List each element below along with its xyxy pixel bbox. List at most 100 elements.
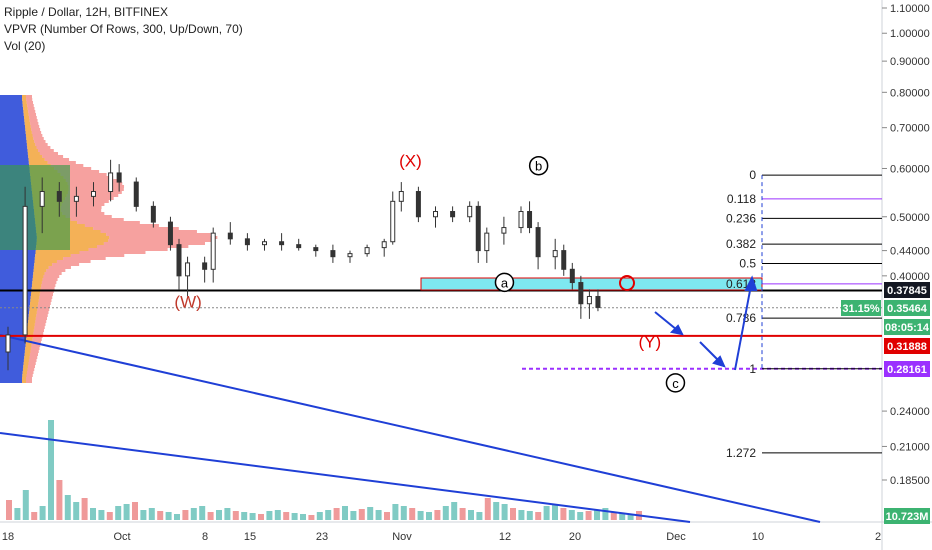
vp-row-up: [24, 122, 31, 125]
price-tag-label: 0.35464: [887, 303, 928, 315]
vp-row-total: [44, 272, 62, 275]
candle-body: [262, 241, 267, 246]
time-tick-label: 18: [2, 531, 14, 543]
vp-row-down: [0, 374, 23, 377]
vp-row-down: [0, 257, 35, 260]
volume-bar: [22, 490, 29, 520]
price-tick-label: 1.00000: [890, 28, 930, 40]
vp-row-total: [31, 128, 41, 131]
vp-row-down: [0, 356, 25, 359]
vp-row-total: [27, 107, 35, 110]
fib-level-label: 1.272: [726, 446, 756, 460]
vp-row-total: [28, 110, 36, 113]
vp-row-down: [0, 314, 29, 317]
vp-row-up: [28, 161, 48, 164]
volume-bar: [90, 508, 96, 520]
vp-row-total: [31, 131, 42, 134]
volume-bar: [342, 506, 348, 520]
volume-bar: [283, 512, 290, 520]
vp-row-total: [40, 287, 55, 290]
candle-body: [381, 241, 387, 249]
resistance-zone[interactable]: [420, 277, 763, 291]
candle-body: [578, 282, 584, 305]
wave-label: (Y): [638, 333, 661, 352]
candle-body: [330, 250, 336, 258]
price-tick-label: 0.21000: [890, 441, 930, 453]
vp-row-total: [32, 338, 42, 341]
vp-row-up: [35, 251, 80, 254]
vp-row-total: [65, 179, 119, 182]
candle-body: [39, 191, 45, 207]
vp-row-total: [31, 344, 41, 347]
volume-bar: [316, 512, 323, 520]
indicator-volume[interactable]: Vol (20): [4, 39, 46, 53]
vp-row-up: [28, 317, 36, 320]
volume-bar: [132, 502, 138, 520]
volume-bar: [375, 510, 382, 520]
vp-row-total: [68, 185, 125, 188]
arrow-head-2: [712, 355, 726, 368]
indicator-vpvr[interactable]: VPVR (Number Of Rows, 300, Up/Down, 70): [4, 22, 243, 36]
vp-row-total: [29, 356, 38, 359]
vp-row-down: [0, 107, 24, 110]
volume-bar: [392, 504, 399, 520]
vp-row-total: [97, 245, 189, 248]
vp-row-total: [40, 290, 54, 293]
volume-bar: [535, 512, 542, 520]
vp-row-total: [62, 212, 105, 215]
candle-body: [210, 232, 216, 270]
vp-row-total: [33, 329, 44, 332]
vp-row-up: [29, 311, 37, 314]
trend-lines: [0, 334, 821, 523]
vp-row-up: [29, 305, 38, 308]
vp-row-total: [33, 137, 44, 140]
wave-circle: [665, 373, 686, 393]
wave-label: a: [501, 275, 509, 290]
vp-row-down: [0, 254, 36, 257]
vp-row-down: [0, 296, 31, 299]
vp-row-down: [0, 344, 26, 347]
vp-row-total: [27, 104, 34, 107]
vp-row-up: [30, 296, 40, 299]
vp-row-up: [23, 110, 29, 113]
time-tick-label: 15: [244, 531, 256, 543]
trend-line-upper: [0, 334, 821, 523]
volume-bar: [123, 504, 130, 520]
vp-row-down: [0, 323, 28, 326]
price-axis: 1.10000 1.00000 0.90000 0.80000 0.70000 0.600…: [882, 3, 930, 487]
vp-row-up: [34, 257, 64, 260]
vp-row-total: [34, 326, 45, 329]
price-tag-bg: [884, 282, 930, 298]
symbol-title[interactable]: Ripple / Dollar, 12H, BITFINEX: [4, 5, 169, 19]
candle-body: [518, 211, 524, 229]
vp-row-down: [0, 125, 25, 128]
price-tag-label: 0.31888: [887, 341, 927, 353]
vp-row-total: [30, 350, 39, 353]
vp-row-up: [34, 260, 57, 263]
vp-row-down: [0, 128, 26, 131]
vp-row-total: [63, 200, 109, 203]
vp-row-up: [24, 116, 30, 119]
volume-bar: [115, 506, 122, 520]
arrow-head-1: [669, 324, 684, 336]
candle-body: [91, 191, 96, 197]
vp-row-total: [26, 371, 34, 374]
vp-row-total: [27, 365, 35, 368]
price-tick-label: 0.44000: [890, 246, 930, 258]
candle-body: [415, 191, 421, 218]
volume-bar: [140, 510, 147, 520]
vp-row-up: [36, 242, 104, 245]
price-tick-label: 1.10000: [890, 3, 930, 15]
volume-bar: [106, 512, 113, 520]
vp-row-down: [0, 134, 26, 137]
vp-row-down: [0, 362, 24, 365]
vp-row-down: [0, 338, 27, 341]
vp-row-up: [25, 131, 32, 134]
vp-row-up: [28, 155, 43, 158]
wave-label: b: [535, 159, 542, 174]
fib-level-label: 0.118: [727, 192, 756, 206]
price-tag-label: 0.28161: [887, 364, 927, 376]
volume-bar: [333, 508, 340, 520]
wave-labels: (W) (X) b a (Y) c: [174, 151, 686, 393]
